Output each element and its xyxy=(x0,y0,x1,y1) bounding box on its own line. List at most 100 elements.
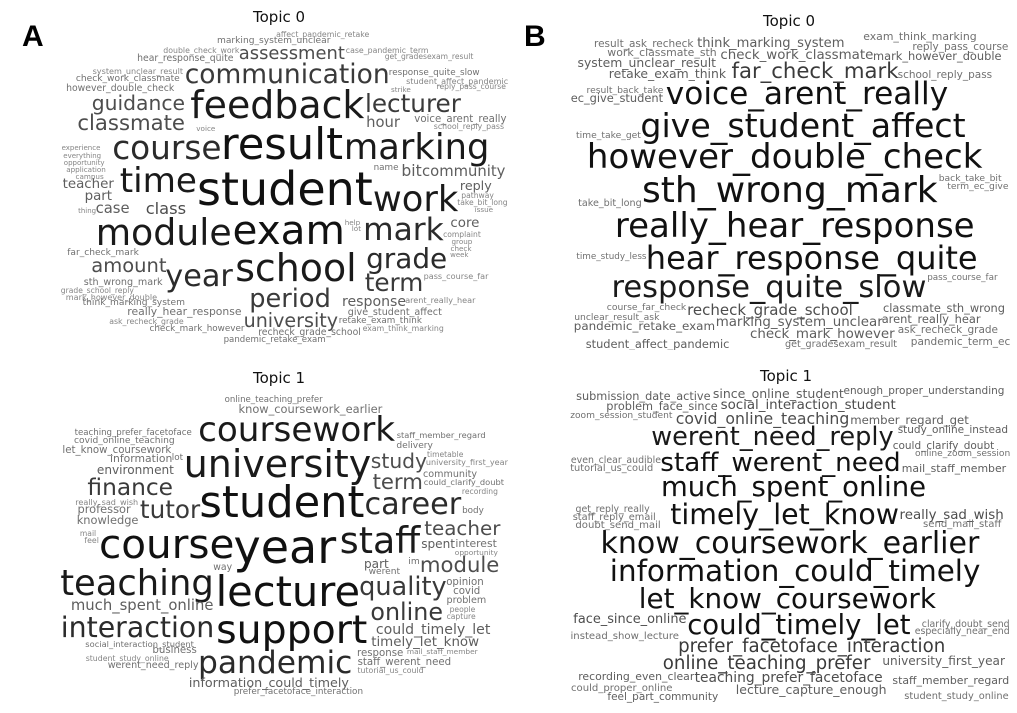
panel-b-topic-1-wordcloud: know_coursework_earlier information_could… xyxy=(570,385,1010,703)
word-cloud-term: name xyxy=(373,162,399,173)
word-cloud-term: marking xyxy=(343,127,490,169)
word-cloud-term: opportunity xyxy=(454,547,498,557)
word-cloud-term: much_spent_online xyxy=(70,596,214,614)
word-cloud-term: classmate xyxy=(77,110,185,136)
word-cloud-term: year xyxy=(233,520,337,574)
word-cloud-term: term xyxy=(364,268,424,297)
word-cloud-term: zoom_session_student xyxy=(570,411,673,422)
word-cloud-term: information_could_timely xyxy=(188,675,349,691)
word-cloud-term: unclear_result_ask xyxy=(574,311,660,323)
word-cloud-term: strike xyxy=(391,84,411,94)
word-cloud-term: result_ask_recheck xyxy=(594,37,694,50)
word-cloud-term: time xyxy=(119,161,197,202)
word-cloud-term: exam_think_marking xyxy=(863,32,977,43)
panel-b-topic-1-title: Topic 1 xyxy=(760,367,813,385)
word-cloud-term: marking_system_unclear xyxy=(217,36,331,47)
word-cloud-term: especially_near_end xyxy=(914,626,1010,637)
word-cloud-term: course_far_check xyxy=(606,302,687,314)
word-cloud-term: get_gradesexam_result xyxy=(384,52,474,62)
word-cloud-term: could_clarify_doubt xyxy=(892,440,995,453)
word-cloud-term: timely_let_know xyxy=(371,635,480,651)
word-cloud-term: result_back_take xyxy=(586,84,664,96)
word-cloud-term: knowledge xyxy=(76,513,139,527)
word-cloud-term: grade_school_reply xyxy=(60,285,134,295)
word-cloud-term: let_know_coursework xyxy=(638,581,936,615)
word-cloud-term: mail xyxy=(79,529,97,539)
word-cloud-term: let_know_coursework xyxy=(62,444,172,456)
word-cloud-term: instead_show_lecture xyxy=(570,631,679,643)
word-cloud-term: community xyxy=(422,163,506,181)
word-cloud-term: online_zoom_session xyxy=(915,449,1010,460)
word-cloud-term: double_check_work xyxy=(163,46,240,56)
word-cloud-term: voice_arent_really xyxy=(665,76,949,113)
word-cloud-term: student xyxy=(197,162,373,216)
word-cloud-term: people xyxy=(449,604,476,614)
word-cloud-term: sth_wrong_mark xyxy=(83,277,163,289)
word-cloud-term: delivery xyxy=(396,440,433,451)
word-cloud-term: social_interaction_student xyxy=(720,398,896,414)
word-cloud-term: business xyxy=(152,645,197,657)
word-cloud-term: course xyxy=(99,520,235,569)
word-cloud-term: really_hear_response xyxy=(127,305,242,318)
word-cloud-term: module xyxy=(95,210,232,254)
word-cloud-term: mail_staff_member xyxy=(406,647,478,657)
word-cloud-term: response xyxy=(342,293,407,310)
word-cloud-term: werent xyxy=(368,567,401,577)
word-cloud-term: timetable xyxy=(427,450,464,460)
word-cloud-term: student_study_online xyxy=(85,653,169,663)
word-cloud-term: voice_arent_really xyxy=(414,114,507,126)
word-cloud-term: amount xyxy=(91,254,167,278)
word-cloud-term: give_student_affect xyxy=(640,105,966,145)
word-cloud-term: even_clear_audible xyxy=(570,454,661,466)
word-cloud-term: everything xyxy=(63,151,102,160)
word-cloud-term: online_teaching_prefer xyxy=(224,395,323,406)
panel-b-topic-0-wordcloud: sth_wrong_mark however_double_check really… xyxy=(570,32,1010,350)
word-cloud-term: take_bit_long xyxy=(578,198,642,210)
word-cloud-term: lecturer xyxy=(365,89,461,119)
word-cloud-term: term_ec_give xyxy=(947,180,1009,192)
word-cloud-term: interaction xyxy=(60,610,215,644)
word-cloud-term: know_coursework_earlier xyxy=(238,401,383,416)
word-cloud-term: campus xyxy=(75,171,104,181)
word-cloud-term: staff_reply_email xyxy=(572,511,656,523)
word-cloud-term: online_teaching_prefer xyxy=(662,653,871,675)
word-cloud-term: staff_werent_need xyxy=(357,657,452,668)
panel-a-label: A xyxy=(22,20,44,53)
word-cloud-term: lecture xyxy=(215,566,361,616)
word-cloud-term: enough_proper_understanding xyxy=(843,385,1005,398)
word-cloud-term: ec_give_student xyxy=(570,90,664,105)
word-cloud-term: teaching_prefer_facetoface xyxy=(694,669,883,686)
word-cloud-term: finance xyxy=(87,473,174,501)
word-cloud-term: assessment xyxy=(238,43,345,65)
word-cloud-term: body xyxy=(462,506,484,517)
word-cloud-term: issue xyxy=(474,204,494,214)
word-cloud-term: study xyxy=(370,449,428,474)
word-cloud-term: case xyxy=(95,199,130,217)
word-cloud-term: submission_date_active xyxy=(576,390,711,404)
word-cloud-term: arent_really_hear xyxy=(881,311,981,326)
word-cloud-term: take_bit_long xyxy=(457,197,508,207)
word-cloud-term: doubt_send_mail xyxy=(575,519,661,531)
word-cloud-term: far_check_mark xyxy=(67,248,139,259)
word-cloud-term: think_marking_system xyxy=(82,298,185,309)
word-cloud-term: coursework xyxy=(198,409,396,450)
word-cloud-term: work_classmate_sth xyxy=(607,45,717,59)
word-cloud-term: result xyxy=(220,119,344,170)
word-cloud-term: group xyxy=(451,237,473,247)
word-cloud-term: classmate_sth_wrong xyxy=(883,300,1006,315)
word-cloud-term: term xyxy=(372,469,423,495)
word-cloud-term: know_coursework_earlier xyxy=(600,526,980,561)
word-cloud-term: period xyxy=(249,283,331,314)
word-cloud-term: information xyxy=(110,451,173,465)
word-cloud-term: feel xyxy=(84,535,99,545)
panel-a-topic-0-wordcloud: student result exam school feedback module mar… xyxy=(60,28,510,350)
word-cloud-term: retake_exam_think xyxy=(338,316,422,327)
word-cloud-term: really_sad_wish xyxy=(899,507,1004,523)
word-cloud-term: pass_course_far xyxy=(927,273,998,283)
word-cloud-term: staff xyxy=(339,519,421,563)
word-cloud-term: get_gradesexam_result xyxy=(785,338,898,350)
word-cloud-term: since_online_student xyxy=(712,386,844,402)
word-cloud-term: quality xyxy=(359,572,447,603)
word-cloud-term: exam_think_marking xyxy=(362,323,444,333)
word-cloud-term: study_online_instead xyxy=(897,424,1009,437)
